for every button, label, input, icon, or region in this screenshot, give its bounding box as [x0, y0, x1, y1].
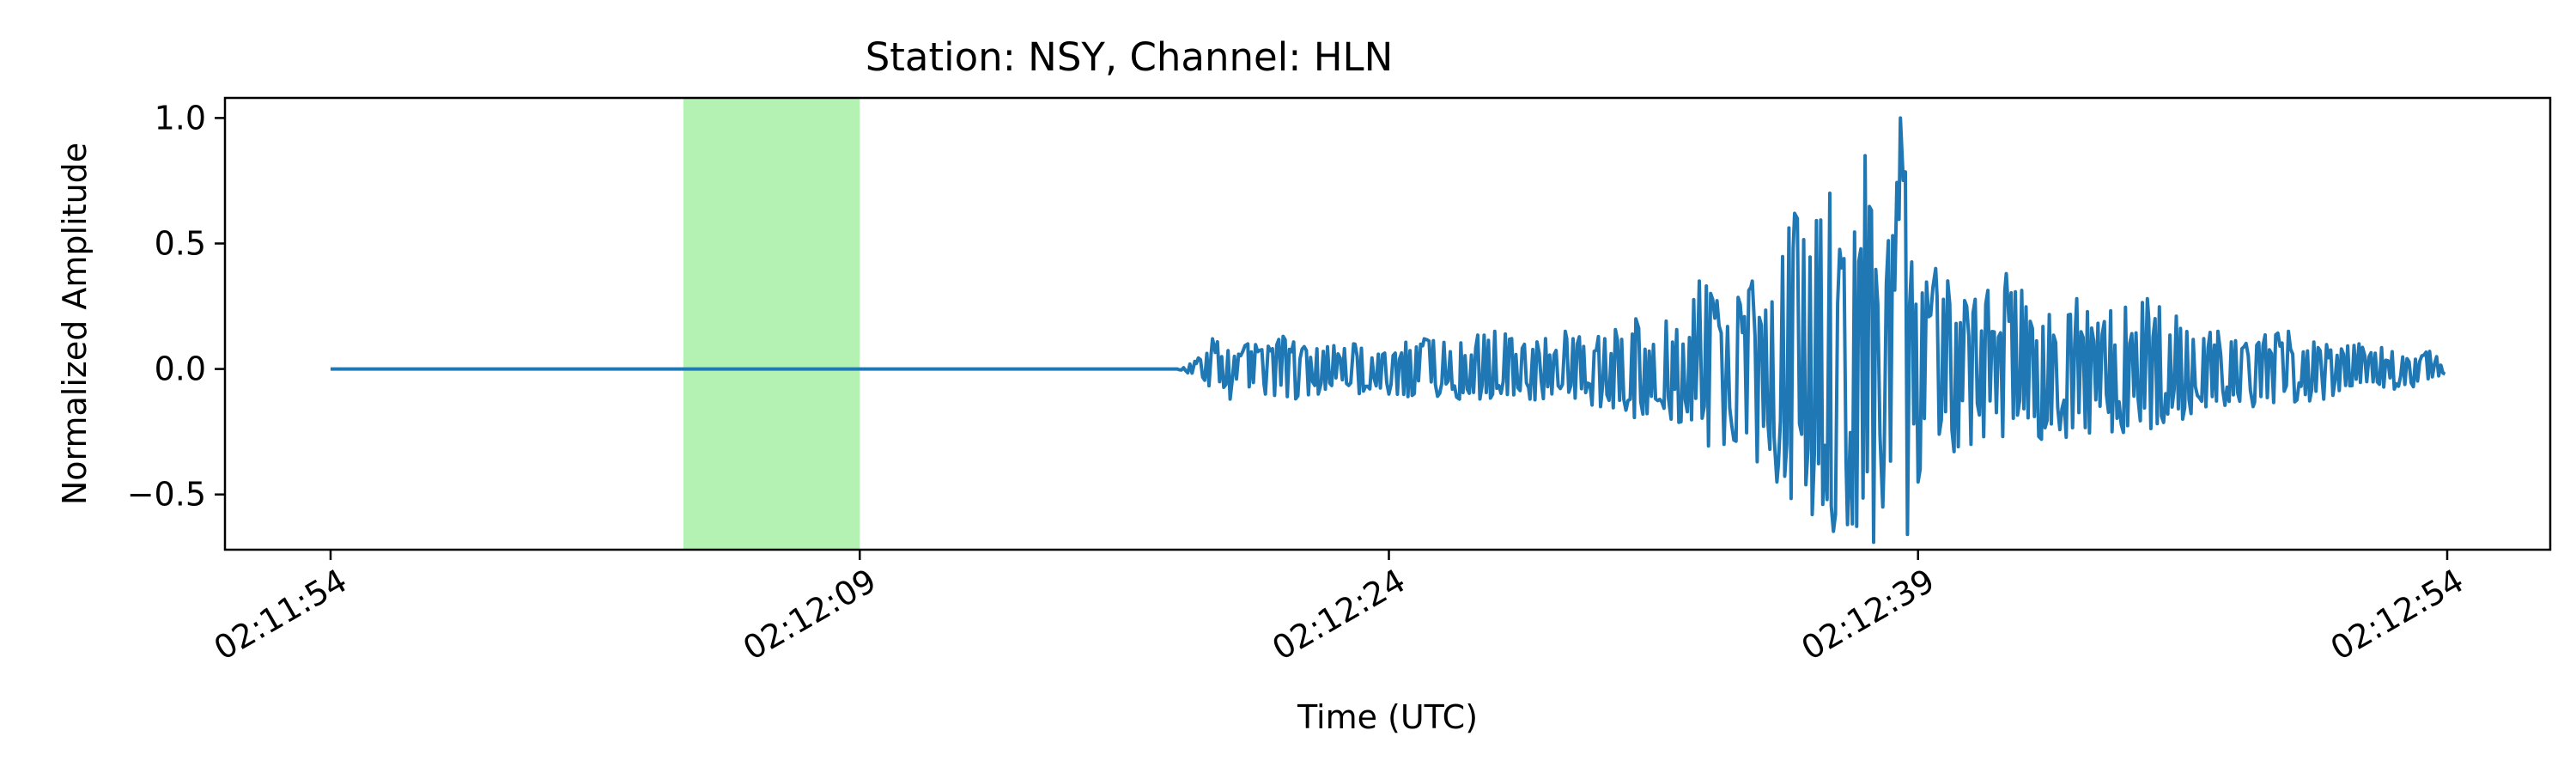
- x-tick-label: 02:12:09: [737, 562, 883, 667]
- waveform-line: [331, 116, 2446, 545]
- x-tick-label: 02:11:54: [208, 562, 354, 667]
- x-tick-label: 02:12:54: [2324, 562, 2470, 667]
- x-tick-label: 02:12:39: [1795, 562, 1941, 667]
- chart-title: Station: NSY, Channel: HLN: [866, 34, 1394, 80]
- y-tick-label: 0.0: [155, 350, 206, 388]
- plot-area: [331, 98, 2446, 550]
- plot-frame: [223, 96, 2552, 551]
- highlight-window: [683, 98, 860, 550]
- x-axis-label: Time (UTC): [1297, 698, 1478, 736]
- x-tick-label: 02:12:24: [1266, 562, 1412, 667]
- y-tick-label: −0.5: [127, 476, 206, 514]
- y-tick-label: 1.0: [155, 99, 206, 137]
- y-tick-label: 0.5: [155, 224, 206, 262]
- y-axis-label: Normalized Amplitude: [56, 143, 94, 505]
